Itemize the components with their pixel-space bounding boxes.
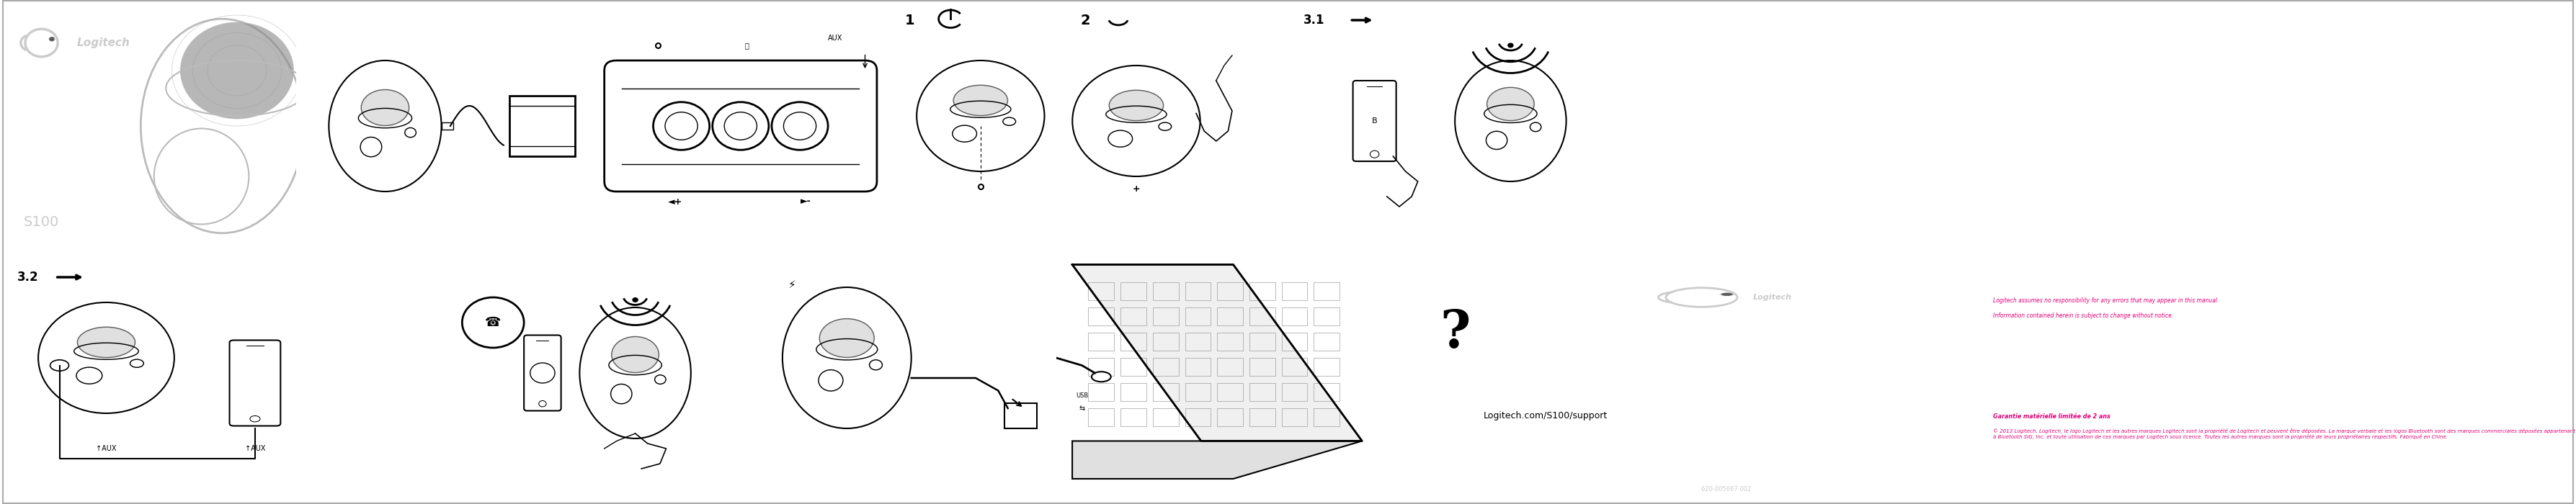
Bar <box>1121 282 1146 300</box>
Bar <box>1121 383 1146 401</box>
Bar <box>1185 383 1211 401</box>
Bar <box>1314 408 1340 426</box>
Text: ►-: ►- <box>801 197 811 206</box>
Bar <box>1154 408 1180 426</box>
Bar <box>1005 403 1036 428</box>
Bar <box>1249 282 1275 300</box>
Bar <box>1087 383 1113 401</box>
Ellipse shape <box>1718 293 1734 296</box>
Bar <box>1314 358 1340 375</box>
Text: S100: S100 <box>23 215 59 229</box>
Text: Information contained herein is subject to change without notice.: Information contained herein is subject … <box>1994 280 2174 286</box>
Circle shape <box>631 297 639 302</box>
Bar <box>1283 333 1306 350</box>
Bar <box>1185 408 1211 426</box>
Text: ◄+: ◄+ <box>667 197 683 206</box>
Circle shape <box>1507 43 1515 48</box>
Bar <box>1154 307 1180 325</box>
Bar <box>440 122 453 130</box>
Bar <box>1121 358 1146 375</box>
Text: Information contained herein is subject to change without notice.: Information contained herein is subject … <box>1994 312 2174 319</box>
Bar <box>1216 383 1242 401</box>
Text: Logitech: Logitech <box>1754 294 1793 301</box>
Ellipse shape <box>1092 372 1110 382</box>
Bar <box>1185 358 1211 375</box>
Polygon shape <box>1072 441 1363 479</box>
Ellipse shape <box>1486 87 1535 120</box>
Bar <box>1283 282 1306 300</box>
Bar <box>1283 408 1306 426</box>
Bar <box>1185 307 1211 325</box>
Bar <box>1216 282 1242 300</box>
Bar <box>1283 307 1306 325</box>
Bar <box>1087 333 1113 350</box>
Text: © 2013 Logitech. Logitech, the Logitech logo, and other Logitech marks are owned: © 2013 Logitech. Logitech, the Logitech … <box>1994 348 2566 358</box>
Ellipse shape <box>77 327 134 357</box>
Bar <box>1216 333 1242 350</box>
Bar <box>1185 333 1211 350</box>
Bar <box>1087 408 1113 426</box>
Bar <box>1121 307 1146 325</box>
Text: B: B <box>1373 117 1378 124</box>
Polygon shape <box>1072 265 1363 441</box>
Text: 620-005667 002: 620-005667 002 <box>1703 486 1752 492</box>
Text: © 2013 Logitech. Logitech, le logo Logitech et les autres marques Logitech sont : © 2013 Logitech. Logitech, le logo Logit… <box>1994 428 2576 439</box>
Ellipse shape <box>611 337 659 372</box>
Text: 1: 1 <box>904 13 914 27</box>
Text: AUX: AUX <box>827 34 842 41</box>
Bar <box>1087 282 1113 300</box>
Bar <box>1121 408 1146 426</box>
Bar <box>1314 333 1340 350</box>
Bar <box>1314 307 1340 325</box>
Text: ⏯: ⏯ <box>744 42 750 49</box>
Bar <box>1283 383 1306 401</box>
Bar <box>1249 307 1275 325</box>
Bar <box>1216 307 1242 325</box>
Text: 2-year limited hardware warranty: 2-year limited hardware warranty <box>1994 333 2105 339</box>
Text: Logitech assumes no responsibility for any errors that may appear in this manual: Logitech assumes no responsibility for a… <box>1994 297 2218 304</box>
Ellipse shape <box>819 319 873 357</box>
Bar <box>1087 307 1113 325</box>
Bar <box>1087 358 1113 375</box>
Text: Logitech assumes no responsibility for any errors that may appear in this manual: Logitech assumes no responsibility for a… <box>1994 265 2221 271</box>
Bar <box>1249 383 1275 401</box>
Circle shape <box>49 37 54 41</box>
Ellipse shape <box>49 37 54 41</box>
Text: Garantie matérielle limitée de 2 ans: Garantie matérielle limitée de 2 ans <box>1994 413 2110 420</box>
Ellipse shape <box>1110 90 1164 120</box>
Text: ↑AUX: ↑AUX <box>245 445 265 452</box>
Bar <box>1154 282 1180 300</box>
Text: ⚡: ⚡ <box>788 279 796 290</box>
Bar <box>1314 383 1340 401</box>
Bar <box>1249 408 1275 426</box>
Bar <box>1314 282 1340 300</box>
Text: 3.2: 3.2 <box>18 271 39 284</box>
Bar <box>1249 333 1275 350</box>
Bar <box>1154 333 1180 350</box>
Bar <box>1216 358 1242 375</box>
Bar <box>1185 282 1211 300</box>
FancyBboxPatch shape <box>605 60 876 192</box>
Text: 3.1: 3.1 <box>1303 14 1324 27</box>
Text: ↑AUX: ↑AUX <box>95 445 116 452</box>
Bar <box>1154 383 1180 401</box>
Bar <box>1216 408 1242 426</box>
Circle shape <box>1721 293 1734 296</box>
Bar <box>1283 358 1306 375</box>
Ellipse shape <box>361 90 410 125</box>
Ellipse shape <box>180 23 294 118</box>
Bar <box>1154 358 1180 375</box>
Text: Logitech.com/S100/support: Logitech.com/S100/support <box>1484 411 1607 420</box>
Text: USB: USB <box>1077 393 1087 399</box>
Bar <box>1121 333 1146 350</box>
Text: 2: 2 <box>1079 13 1090 27</box>
Bar <box>1249 358 1275 375</box>
FancyBboxPatch shape <box>510 96 574 156</box>
Text: Logitech: Logitech <box>77 37 131 48</box>
Text: ⇆: ⇆ <box>1079 405 1084 412</box>
Ellipse shape <box>953 85 1007 115</box>
Text: +: + <box>1133 184 1141 194</box>
Text: ?: ? <box>1440 307 1471 358</box>
Text: ☎: ☎ <box>484 316 502 329</box>
